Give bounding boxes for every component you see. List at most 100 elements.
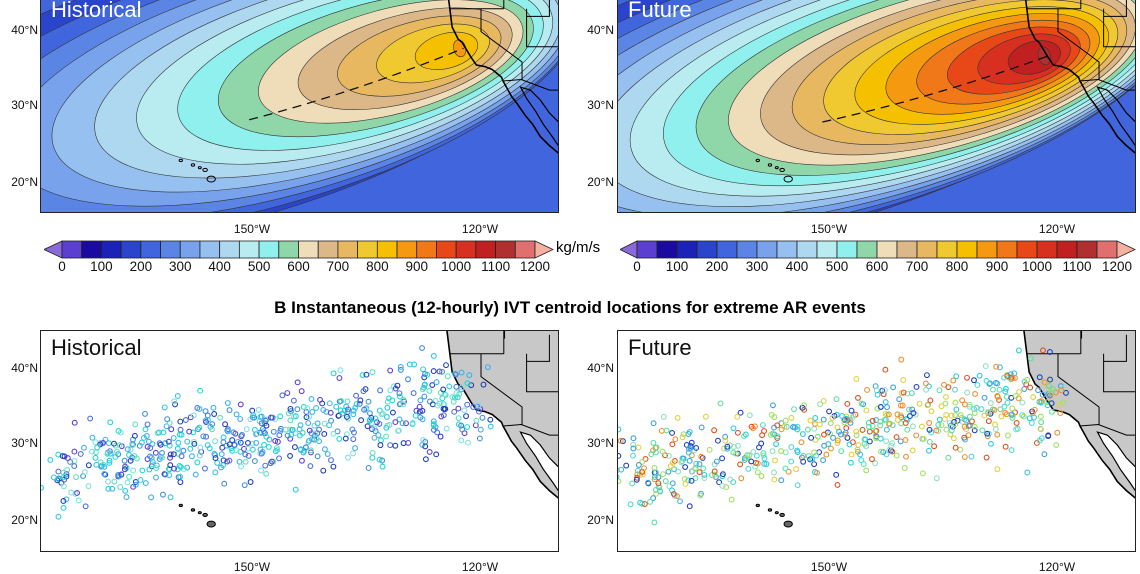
ar-centroid-marker: [306, 413, 313, 420]
ar-centroid-marker: [395, 427, 402, 434]
ar-centroid-marker: [1031, 406, 1038, 413]
ar-centroid-marker: [463, 413, 470, 420]
ar-centroid-marker: [210, 404, 217, 411]
hawaii-island: [178, 503, 183, 508]
ar-centroid-marker: [898, 356, 905, 363]
ar-centroid-marker: [1002, 443, 1009, 450]
ar-centroid-marker: [476, 408, 482, 415]
ar-centroid-marker: [89, 434, 96, 441]
ar-centroid-marker: [71, 419, 78, 426]
ar-centroid-marker: [268, 458, 275, 465]
ar-centroid-marker: [878, 448, 884, 455]
state-border: [1057, 353, 1100, 425]
ar-centroid-marker: [833, 471, 840, 478]
centroid-scatter-map: [618, 331, 1135, 551]
ar-centroid-marker: [829, 414, 836, 421]
ar-centroid-marker: [454, 394, 461, 401]
ar-centroid-marker: [902, 420, 909, 426]
ar-centroid-marker: [713, 458, 720, 465]
ar-centroid-marker: [244, 445, 251, 452]
ar-centroid-marker: [161, 404, 168, 411]
ar-centroid-marker: [641, 465, 648, 472]
ar-centroid-marker: [336, 435, 343, 442]
ar-centroid-marker: [171, 465, 177, 472]
ar-centroid-marker: [647, 498, 653, 505]
ar-centroid-marker: [928, 408, 935, 415]
ar-centroid-marker: [299, 429, 306, 436]
ar-centroid-marker: [809, 456, 816, 463]
colorbar-swatch: [416, 240, 437, 259]
ar-centroid-marker: [1038, 398, 1045, 405]
ar-centroid-marker: [1015, 347, 1022, 354]
ar-centroid-marker: [771, 476, 778, 483]
ar-centroid-marker: [233, 447, 240, 454]
ar-centroid-marker: [686, 457, 693, 464]
ar-centroid-marker: [769, 402, 776, 409]
ar-centroid-marker: [1014, 425, 1021, 432]
colorbar-tick-label: 600: [287, 259, 310, 274]
colorbar-swatch: [396, 240, 418, 259]
ar-centroid-marker: [192, 471, 199, 478]
ar-centroid-marker: [630, 441, 637, 448]
ar-centroid-marker: [698, 424, 705, 431]
colorbar-swatch: [357, 240, 378, 259]
ar-centroid-marker: [63, 496, 70, 503]
ar-centroid-marker: [212, 455, 219, 462]
colorbar-swatch: [298, 240, 319, 259]
ar-centroid-marker: [965, 423, 972, 429]
ar-centroid-marker: [992, 426, 999, 433]
ar-centroid-marker: [191, 440, 198, 447]
ar-centroid-marker: [1016, 388, 1023, 395]
ar-centroid-marker: [827, 420, 834, 427]
ar-centroid-marker: [942, 400, 949, 407]
ar-centroid-marker: [618, 452, 622, 459]
ar-centroid-marker: [243, 426, 250, 433]
ar-centroid-marker: [237, 439, 244, 446]
ar-centroid-marker: [910, 423, 916, 430]
ivt-contour-map: [618, 0, 1135, 212]
ar-centroid-marker: [330, 370, 337, 377]
ar-centroid-marker: [212, 438, 219, 445]
colorbar-under-triangle: [44, 240, 63, 259]
ar-centroid-marker: [330, 463, 337, 470]
ar-centroid-marker: [968, 418, 975, 425]
ar-centroid-marker: [184, 438, 191, 445]
panel-label: Future: [628, 335, 692, 360]
ar-centroid-marker: [338, 398, 344, 405]
ar-centroid-marker: [984, 430, 991, 437]
ar-centroid-marker: [847, 459, 854, 466]
ar-centroid-marker: [783, 423, 790, 430]
ar-centroid-marker: [190, 429, 197, 436]
ar-centroid-marker: [87, 415, 94, 422]
ar-centroid-marker: [748, 423, 755, 430]
ar-centroid-marker: [421, 381, 428, 388]
ar-centroid-marker: [167, 451, 174, 458]
ar-centroid-marker: [350, 407, 357, 414]
ar-centroid-marker: [242, 451, 249, 458]
ar-centroid-marker: [85, 483, 92, 490]
ar-centroid-marker: [176, 462, 183, 469]
lat-label-20n: 20°N: [11, 175, 38, 189]
ar-centroid-marker: [152, 449, 159, 456]
ar-centroid-marker: [386, 421, 393, 428]
ar-centroid-marker: [959, 397, 966, 404]
ar-centroid-marker: [75, 497, 82, 504]
ar-centroid-marker: [855, 394, 861, 401]
ar-centroid-marker: [167, 454, 173, 461]
ar-centroid-marker: [945, 454, 952, 461]
ar-centroid-marker: [1054, 429, 1061, 436]
ar-centroid-marker: [212, 452, 219, 459]
ar-centroid-marker: [821, 431, 828, 438]
state-border: [1079, 423, 1135, 436]
ar-centroid-marker: [894, 416, 901, 423]
ar-centroid-marker: [936, 387, 943, 394]
ar-centroid-marker: [455, 415, 462, 422]
ar-centroid-marker: [662, 478, 669, 485]
ar-centroid-marker: [73, 474, 80, 481]
ar-centroid-marker: [971, 410, 978, 417]
ar-centroid-marker: [968, 453, 975, 460]
ar-centroid-marker: [933, 475, 940, 482]
ar-centroid-marker: [399, 420, 406, 427]
ar-centroid-marker: [730, 449, 737, 456]
ar-centroid-marker: [251, 458, 258, 465]
